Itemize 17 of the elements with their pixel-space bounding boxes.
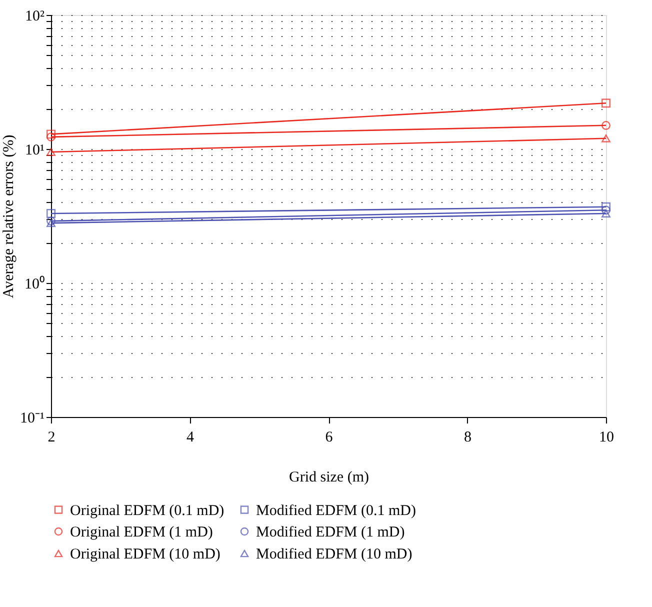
- legend-label: Modified EDFM (0.1 mD): [256, 502, 416, 519]
- y-tick-label: 10⁻¹: [20, 410, 44, 426]
- x-tick-label: 4: [186, 430, 194, 446]
- x-tick-label: 2: [48, 430, 56, 446]
- x-axis-title: Grid size (m): [289, 470, 369, 486]
- y-tick-label: 10¹: [25, 142, 44, 158]
- legend-label: Modified EDFM (1 mD): [256, 524, 405, 540]
- y-tick-label: 10²: [25, 8, 45, 24]
- legend-label: Original EDFM (1 mD): [70, 524, 213, 540]
- legend-label: Modified EDFM (10 mD): [256, 546, 412, 562]
- legend-label: Original EDFM (0.1 mD): [70, 502, 224, 519]
- y-axis-title: Average relative errors (%): [1, 134, 18, 298]
- x-tick-label: 6: [325, 430, 334, 446]
- x-tick-label: 8: [464, 430, 472, 446]
- x-tick-label: 10: [599, 430, 614, 446]
- y-tick-label: 10⁰: [24, 276, 44, 292]
- legend-label: Original EDFM (10 mD): [70, 546, 220, 562]
